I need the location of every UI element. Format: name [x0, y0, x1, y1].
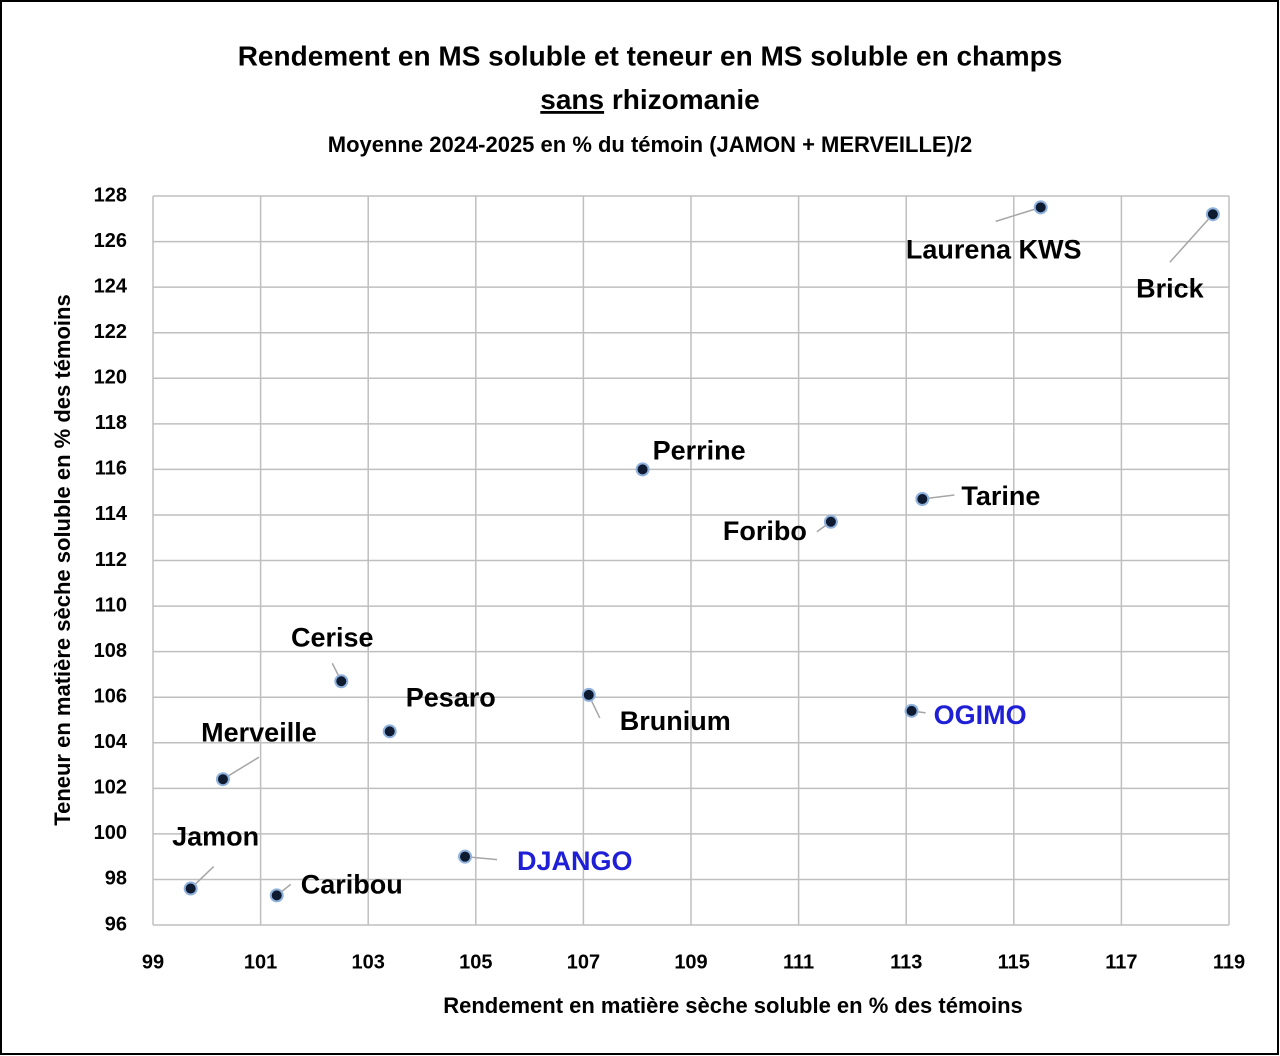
point: [215, 772, 230, 787]
point: [269, 888, 284, 903]
leader-line: [1169, 213, 1214, 263]
point-label: Caribou: [301, 870, 403, 900]
point: [382, 724, 397, 739]
point-label: Jamon: [172, 822, 259, 852]
y-axis-label: Teneur en matière sèche soluble en % des…: [50, 294, 75, 825]
y-tick-label: 106: [94, 685, 127, 707]
title-underlined: sans: [540, 84, 604, 115]
point-label: Cerise: [291, 622, 374, 652]
title-rest: rhizomanie: [612, 84, 760, 115]
leader-line: [995, 206, 1041, 223]
x-tick-label: 109: [674, 951, 707, 973]
x-tick-label: 115: [998, 951, 1030, 973]
chart-title-2: sans rhizomanie: [540, 84, 759, 115]
point: [915, 491, 930, 506]
point-label: Brick: [1136, 273, 1205, 303]
x-tick-label: 113: [890, 951, 922, 973]
chart-subtitle: Moyenne 2024-2025 en % du témoin (JAMON …: [328, 132, 972, 157]
point: [1205, 207, 1220, 222]
x-tick-label: 101: [244, 951, 277, 973]
point: [635, 462, 650, 477]
point-label: Merveille: [201, 717, 317, 747]
point: [904, 703, 919, 718]
x-tick-label: 119: [1213, 951, 1245, 973]
y-tick-label: 118: [95, 412, 127, 434]
y-tick-label: 122: [94, 321, 127, 343]
y-tick-label: 98: [105, 868, 127, 890]
chart-title: Rendement en MS soluble et teneur en MS …: [238, 40, 1063, 71]
point-label: Brunium: [620, 706, 731, 736]
y-tick-label: 124: [94, 275, 128, 297]
point: [1033, 200, 1048, 215]
y-tick-label: 126: [94, 230, 127, 252]
x-tick-label: 117: [1105, 951, 1137, 973]
x-tick-label: 103: [352, 951, 385, 973]
point-label: Laurena KWS: [906, 235, 1082, 265]
x-axis-label: Rendement en matière sèche soluble en % …: [443, 993, 1023, 1018]
x-tick-label: 105: [459, 951, 492, 973]
y-tick-label: 116: [95, 458, 127, 480]
point: [334, 674, 349, 689]
x-tick-label: 99: [142, 951, 164, 973]
point-label: Perrine: [653, 436, 746, 466]
point: [183, 881, 198, 896]
point-label: DJANGO: [517, 846, 633, 876]
point-label: Tarine: [961, 481, 1040, 511]
y-tick-label: 128: [94, 184, 127, 206]
leader-line: [222, 756, 260, 780]
y-tick-label: 96: [105, 913, 127, 935]
y-tick-label: 114: [95, 503, 128, 525]
point: [581, 687, 596, 702]
y-tick-label: 108: [94, 640, 127, 662]
point-label: OGIMO: [934, 700, 1027, 730]
y-tick-label: 100: [94, 822, 127, 844]
x-tick-label: 107: [567, 951, 600, 973]
y-tick-label: 102: [94, 777, 127, 799]
y-tick-label: 112: [95, 549, 127, 571]
point-label: Pesaro: [406, 682, 496, 712]
y-tick-label: 120: [94, 367, 127, 389]
x-tick-label: 111: [783, 951, 814, 973]
point-label: Foribo: [723, 516, 807, 546]
y-tick-label: 104: [94, 731, 128, 753]
point: [458, 849, 473, 864]
point: [823, 514, 838, 529]
y-tick-label: 110: [95, 594, 127, 616]
